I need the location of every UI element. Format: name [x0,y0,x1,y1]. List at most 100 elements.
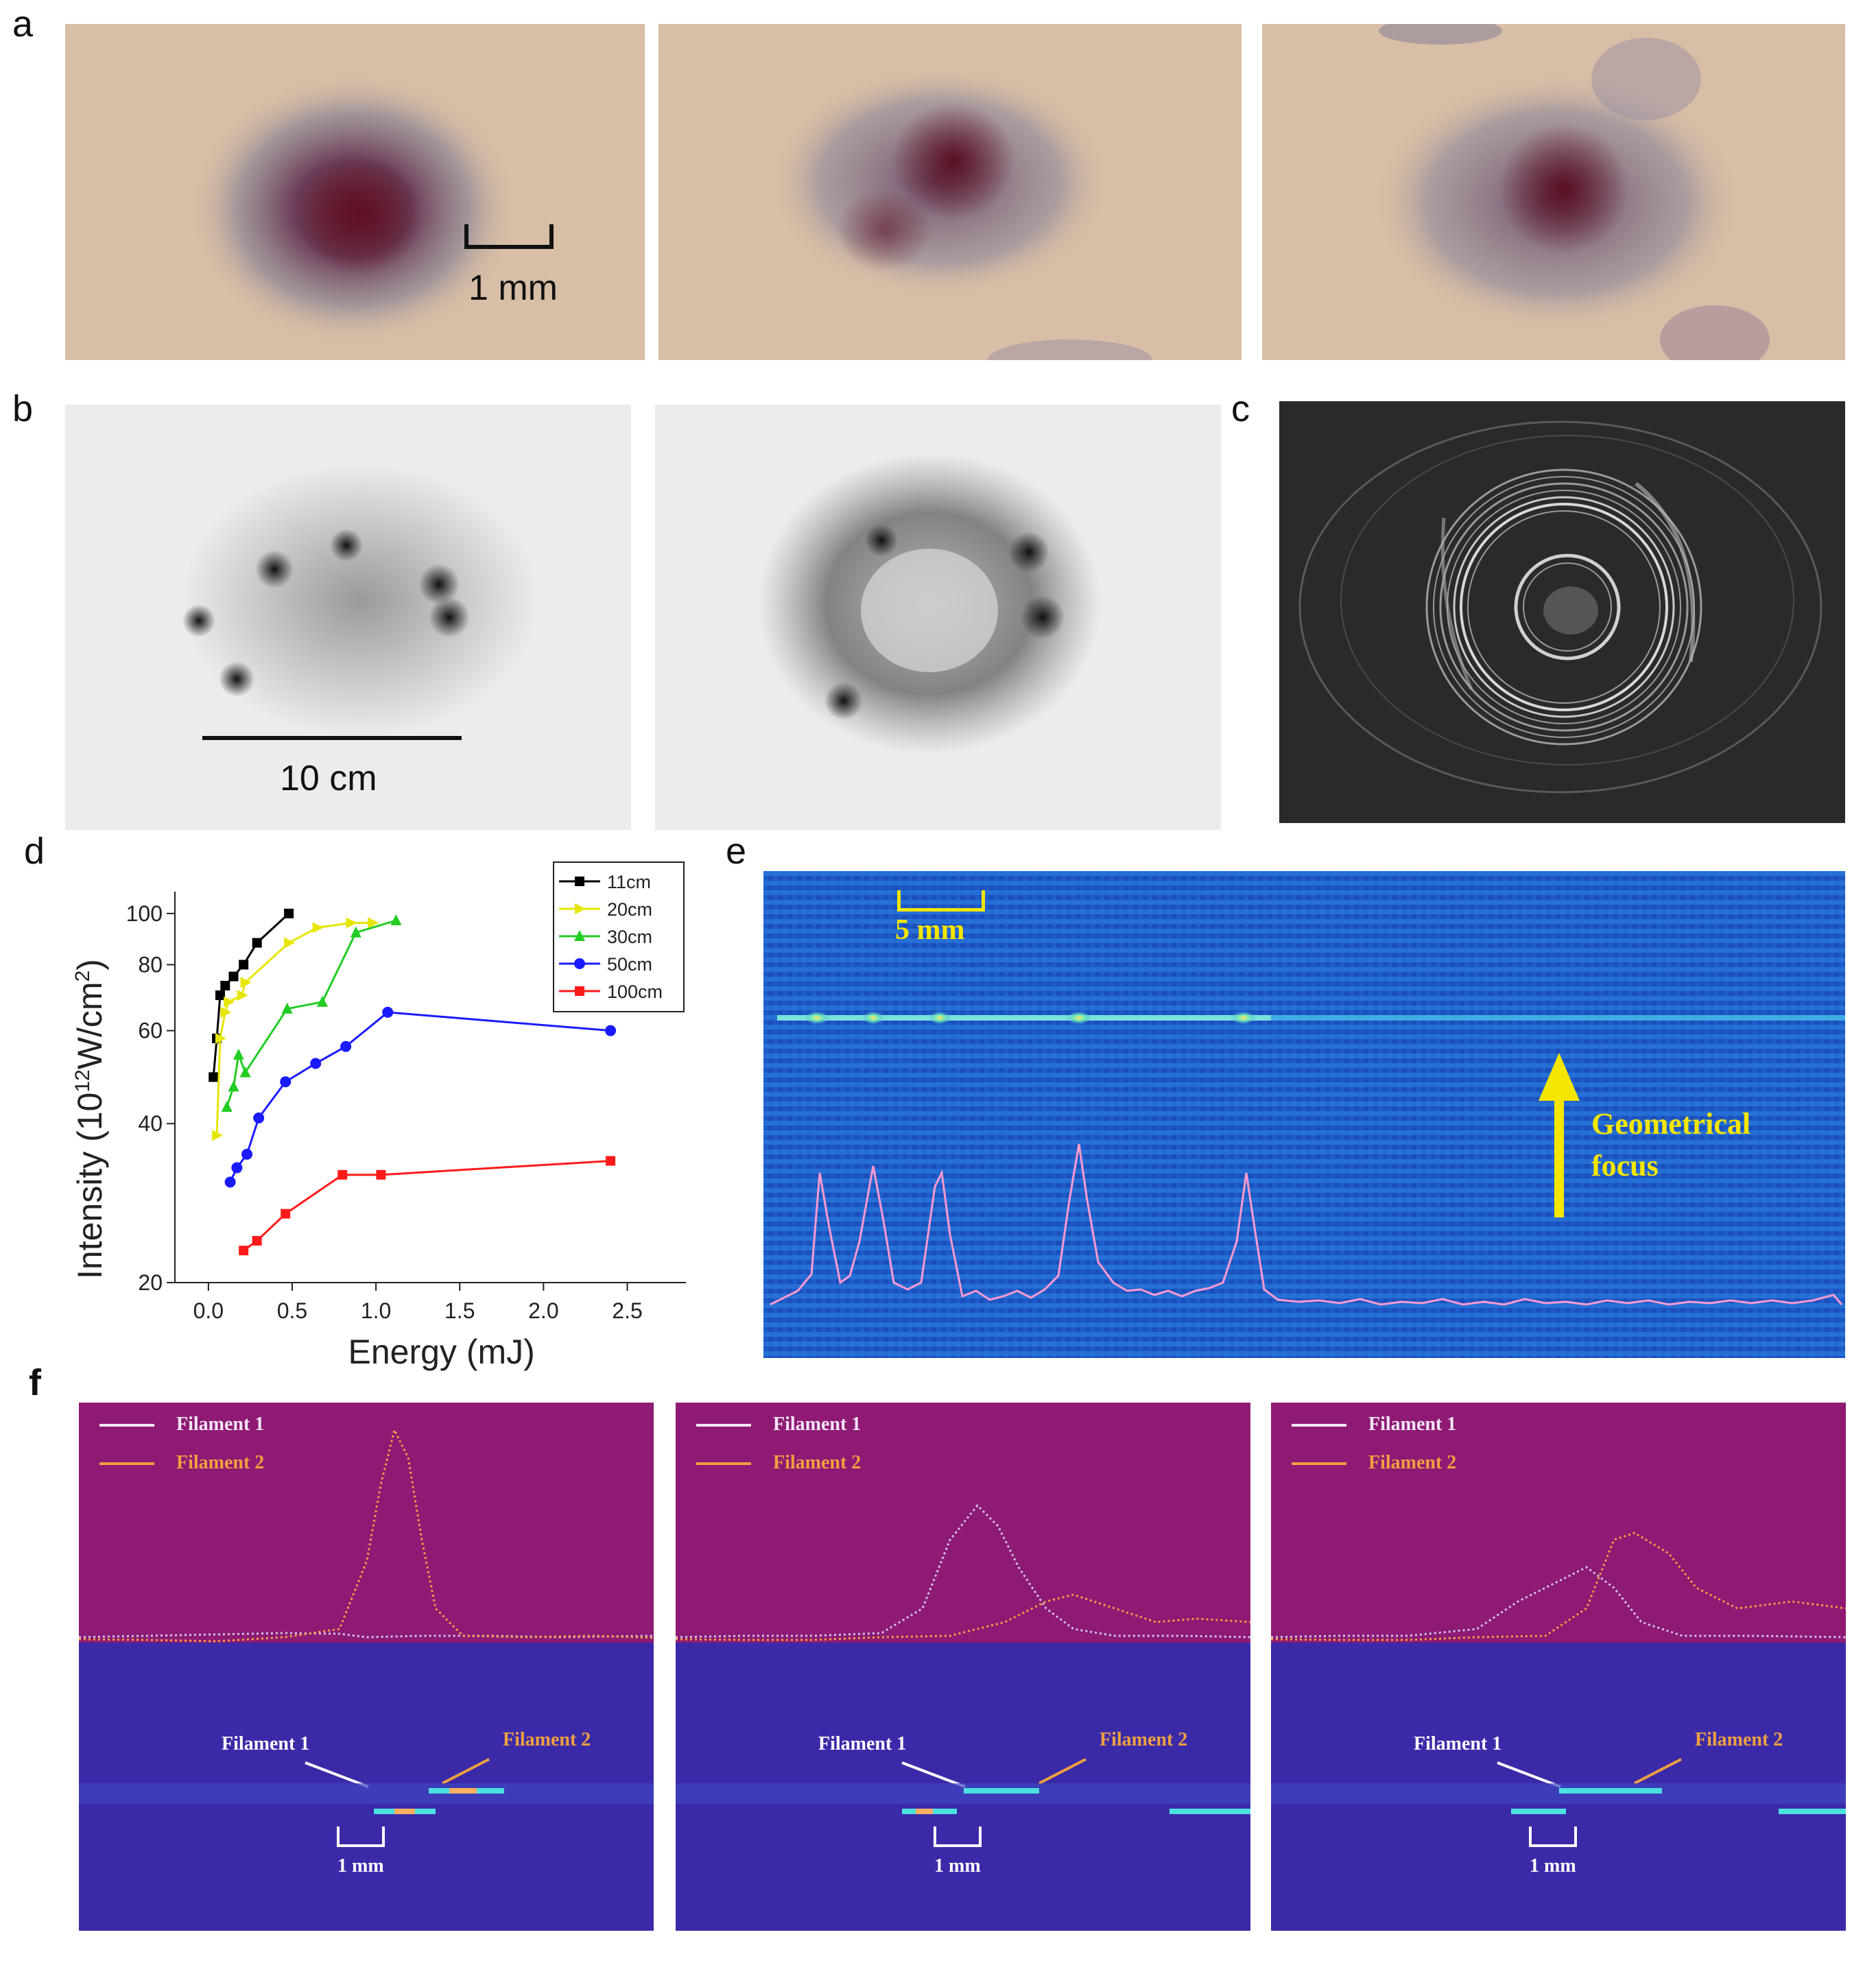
data-point-20cm [368,917,379,929]
panel-letter-e: e [726,831,747,872]
label-filament-2: Filament 2 [1695,1729,1783,1750]
x-tick-label: 2.0 [528,1298,558,1323]
data-point-11cm [215,990,225,1001]
series-line-20cm [215,922,373,1136]
legend-filament-1: Filament 1 [773,1414,862,1435]
panel-letter-c: c [1231,388,1250,429]
x-axis-label: Energy (mJ) [348,1333,535,1371]
data-point-20cm [237,990,248,1001]
legend-marker-30cm [574,930,585,941]
data-point-11cm [209,1072,219,1082]
data-point-30cm [239,1066,251,1078]
data-point-30cm [281,1002,293,1014]
legend-filament-2: Filament 2 [176,1452,265,1473]
burn-photo-1-graphic [65,24,645,360]
filament-profile-area [1271,1403,1846,1643]
ring-pattern-graphic [1279,401,1845,823]
data-point-20cm [284,937,296,949]
label-filament-2: Filament 2 [503,1729,591,1750]
panel-letter-d: d [24,831,45,872]
data-point-50cm [382,1006,394,1018]
y-tick-label: 60 [138,1019,163,1043]
label-filament-1: Filament 1 [1414,1733,1502,1754]
data-point-11cm [252,938,262,948]
filament-panel-1: Filament 1 Filament 2 Filament 1 Filamen… [79,1403,654,1931]
series-line-30cm [226,919,396,1108]
scale-bar-5mm [897,890,985,912]
burn-photo-3 [1262,24,1845,360]
filament-profile-area [676,1403,1250,1643]
filament-side-graphic [763,871,1845,1358]
data-point-30cm [316,995,328,1007]
data-point-11cm [220,981,230,991]
data-point-50cm [231,1162,243,1174]
series-line-50cm [229,1011,611,1183]
data-point-30cm [350,926,361,938]
x-tick-label: 1.0 [361,1298,391,1323]
legend-filament-2: Filament 2 [1368,1452,1457,1473]
data-point-30cm [228,1080,239,1092]
data-point-20cm [240,977,252,988]
burn-photo-2-graphic [658,24,1242,360]
y-tick-label: 80 [138,952,163,977]
x-tick-label: 0.0 [193,1298,224,1323]
panel-letter-b: b [12,388,34,429]
data-point-11cm [228,971,239,981]
data-point-30cm [390,914,402,926]
filament-pattern-photo-2 [655,405,1221,830]
y-tick-label: 20 [138,1270,163,1295]
filament-panel-2-graphic [676,1424,1250,1847]
data-point-11cm [239,960,249,970]
data-point-20cm [312,922,324,933]
filament-pattern-2-graphic [655,405,1221,830]
filament-panel-3: Filament 1 Filament 2 Filament 1 Filamen… [1271,1403,1846,1931]
filament-panel-1-graphic [79,1424,654,1847]
data-point-50cm [605,1025,617,1036]
scale-label-1mm: 1 mm [468,268,558,308]
data-point-11cm [284,908,294,918]
data-point-20cm [212,1130,224,1141]
scale-label-1mm: 1 mm [337,1855,384,1877]
data-point-100cm [376,1169,386,1180]
panel-letter-f: f [29,1362,41,1403]
legend-marker-50cm [574,958,585,969]
x-tick-label: 2.5 [612,1298,642,1323]
data-point-20cm [215,1033,226,1045]
scale-label-1mm: 1 mm [934,1855,981,1877]
data-point-50cm [253,1112,265,1123]
legend-filament-2: Filament 2 [773,1452,862,1473]
scale-label-5mm: 5 mm [895,914,965,946]
label-filament-1: Filament 1 [222,1733,310,1754]
filament-side-image: 5 mm Geometrical focus [763,871,1845,1358]
scale-label-1mm: 1 mm [1530,1855,1576,1877]
panel-letter-a: a [12,3,34,45]
x-tick-label: 0.5 [277,1298,307,1323]
data-point-100cm [281,1209,291,1219]
data-point-20cm [346,917,357,929]
y-axis-label: Intensity (1012W/cm2) [71,959,109,1279]
data-point-30cm [221,1101,233,1112]
filament-panel-3-graphic [1271,1424,1846,1847]
legend-label-50cm: 50cm [607,954,652,975]
legend-label-30cm: 30cm [607,927,652,947]
data-point-100cm [606,1156,616,1166]
filament-pattern-1-graphic [65,405,631,830]
label-filament-2: Filament 2 [1100,1729,1188,1750]
geometrical-focus-line1: Geometrical [1591,1107,1751,1141]
data-point-50cm [241,1148,253,1160]
data-point-50cm [340,1040,352,1052]
legend-label-100cm: 100cm [607,981,663,1002]
filament-panel-2: Filament 1 Filament 2 Filament 1 Filamen… [676,1403,1250,1931]
scale-label-10cm: 10 cm [280,759,377,798]
filament-intensity-profile [770,1143,1843,1306]
y-tick-label: 100 [126,901,163,926]
legend-marker-100cm [575,986,584,996]
burn-photo-3-graphic [1262,24,1845,360]
series-line-100cm [243,1160,611,1252]
legend-marker-20cm [575,903,586,914]
data-point-50cm [310,1058,322,1069]
data-point-100cm [239,1246,249,1256]
intensity-energy-chart: 0.0 0.5 1.0 1.5 2.0 2.5 20 40 60 80 100 Energy (mJ)… [71,861,686,1371]
data-point-20cm [224,996,235,1008]
legend-label-20cm: 20cm [607,899,652,920]
